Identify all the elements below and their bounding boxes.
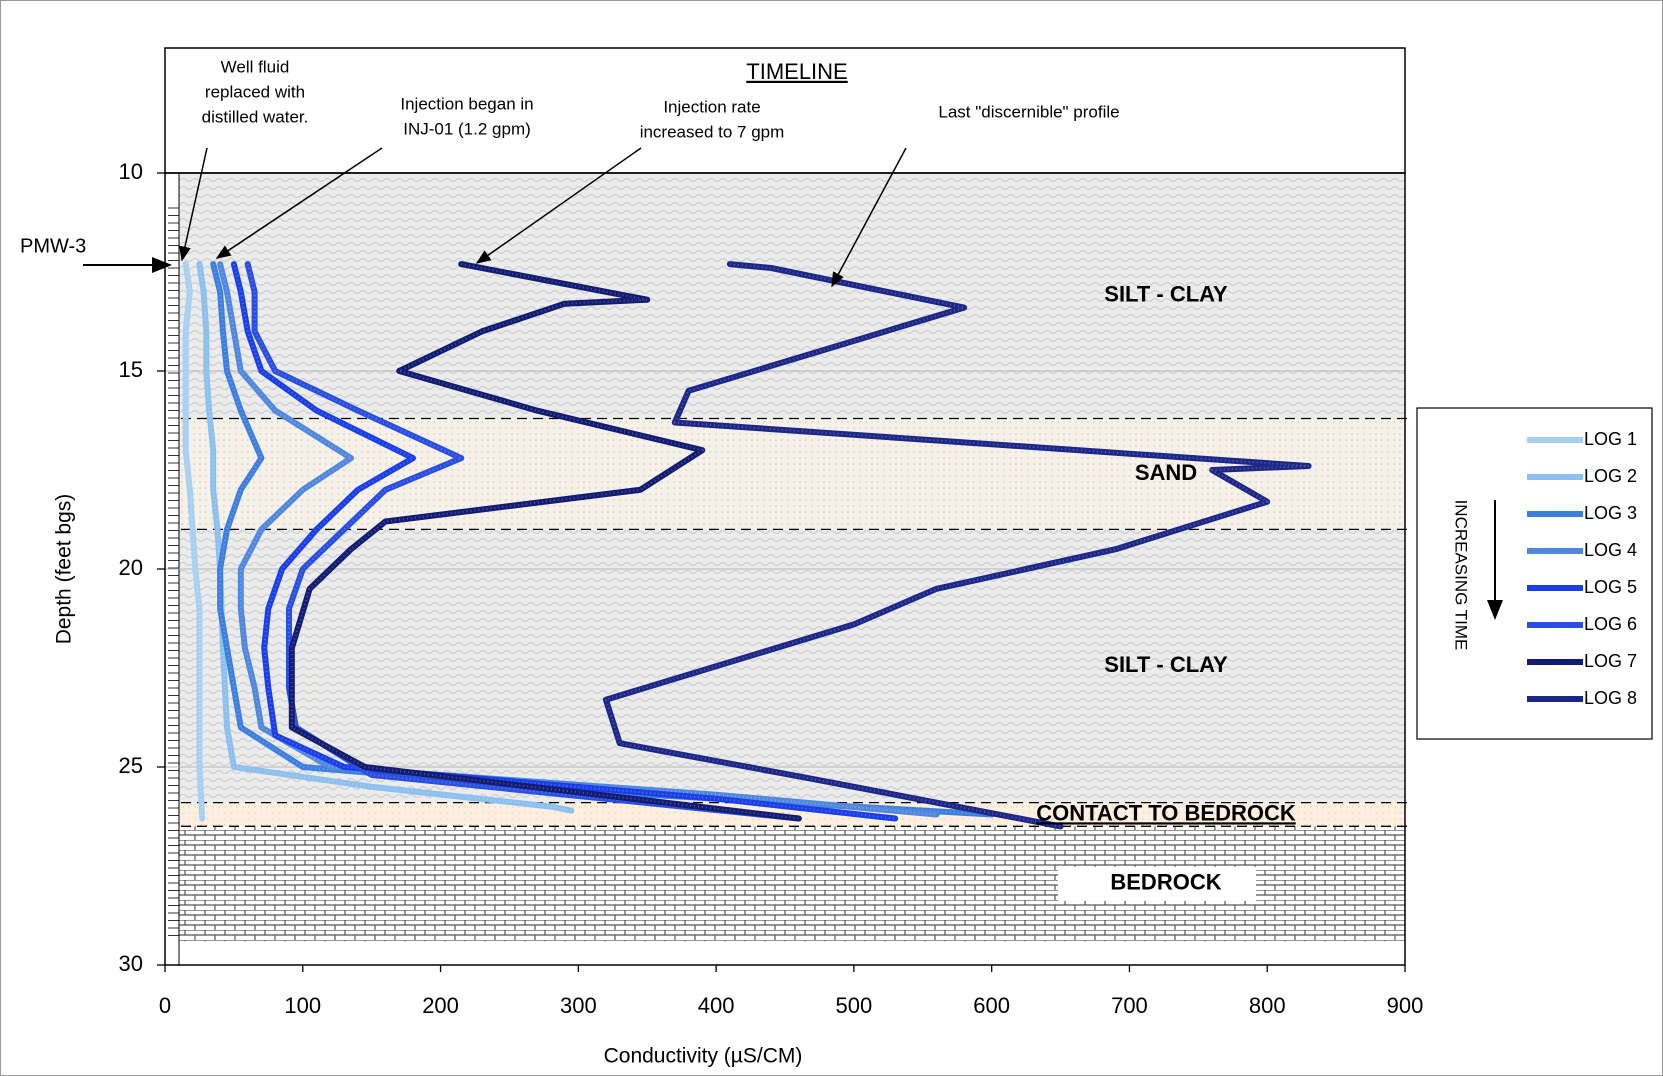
annotation-arrow	[215, 147, 383, 259]
annotation: Well fluid	[221, 57, 290, 76]
annotation-arrow	[179, 147, 208, 262]
lines	[182, 261, 1312, 830]
layer-label: CONTACT TO BEDROCK	[1036, 800, 1296, 825]
y-tick-label: 30	[119, 951, 143, 976]
series-line	[230, 261, 899, 822]
y-tick-label: 20	[119, 555, 143, 580]
x-tick-label: 300	[560, 993, 597, 1018]
annotation-arrow	[831, 147, 907, 288]
annotation: Injection began in	[400, 94, 533, 113]
well-label: PMW-3	[20, 235, 86, 257]
series-line	[196, 261, 575, 814]
plot-border	[164, 172, 1406, 966]
annotation: INJ-01 (1.2 gpm)	[403, 119, 531, 138]
x-tick-label: 0	[159, 993, 171, 1018]
series-texture	[212, 263, 992, 816]
legend-label: LOG 2	[1584, 466, 1637, 486]
layer	[179, 529, 1405, 803]
series-line	[602, 261, 1312, 830]
legend-box	[1416, 407, 1653, 740]
x-tick-label: 100	[284, 993, 321, 1018]
y-tick-label: 15	[119, 357, 143, 382]
legend-label: LOG 6	[1584, 614, 1637, 634]
legend-label: LOG 4	[1584, 540, 1637, 560]
series-texture	[198, 263, 572, 812]
x-tick-label: 700	[1111, 993, 1148, 1018]
x-tick-label: 900	[1387, 993, 1424, 1018]
legend-label: LOG 8	[1584, 688, 1637, 708]
layer-label: SILT - CLAY	[1104, 282, 1228, 307]
layer	[179, 173, 1405, 419]
labels: SILT - CLAY SAND SILT - CLAY CONTACT TO BED…	[202, 57, 1296, 901]
y-tick-label: 10	[119, 159, 143, 184]
x-tick-label: 600	[973, 993, 1010, 1018]
time-arrow-label: INCREASING TIME	[1452, 500, 1471, 651]
layer-label-bg	[1058, 866, 1256, 901]
annotation: replaced with	[205, 82, 305, 101]
x-tick-label: 200	[422, 993, 459, 1018]
series-texture	[219, 263, 937, 816]
timeline-title: TIMELINE	[746, 59, 847, 84]
y-axis-title: Depth (feet bgs)	[53, 494, 76, 645]
annotation: Injection rate	[663, 97, 760, 116]
x-tick-label: 400	[698, 993, 735, 1018]
x-tick-label: 500	[836, 993, 873, 1018]
timeline-box	[164, 47, 1406, 174]
legend-label: LOG 5	[1584, 577, 1637, 597]
y-tick-label: 25	[119, 753, 143, 778]
annotation-arrow	[475, 147, 642, 264]
layer-label: SAND	[1135, 460, 1197, 485]
series-line	[288, 261, 802, 822]
legend-label: LOG 3	[1584, 503, 1637, 523]
layer-label: SILT - CLAY	[1104, 652, 1228, 677]
legend-label: LOG 7	[1584, 651, 1637, 671]
annotation: Last "discernible" profile	[938, 102, 1119, 121]
series-line	[210, 261, 995, 818]
layer	[179, 802, 1405, 827]
legend: LOG 1 LOG 2 LOG 3 LOG 4 LOG 5 LOG 6 LOG 7 LOG 8	[1527, 429, 1637, 708]
series-line	[182, 261, 206, 822]
legend-label: LOG 1	[1584, 429, 1637, 449]
x-axis-title: Conductivity (µS/CM)	[604, 1045, 803, 1068]
annotation: increased to 7 gpm	[640, 122, 785, 141]
annotation: distilled water.	[202, 107, 309, 126]
series-texture	[604, 263, 1309, 828]
layer-label: BEDROCK	[1110, 870, 1221, 895]
x-tick-label: 800	[1249, 993, 1286, 1018]
